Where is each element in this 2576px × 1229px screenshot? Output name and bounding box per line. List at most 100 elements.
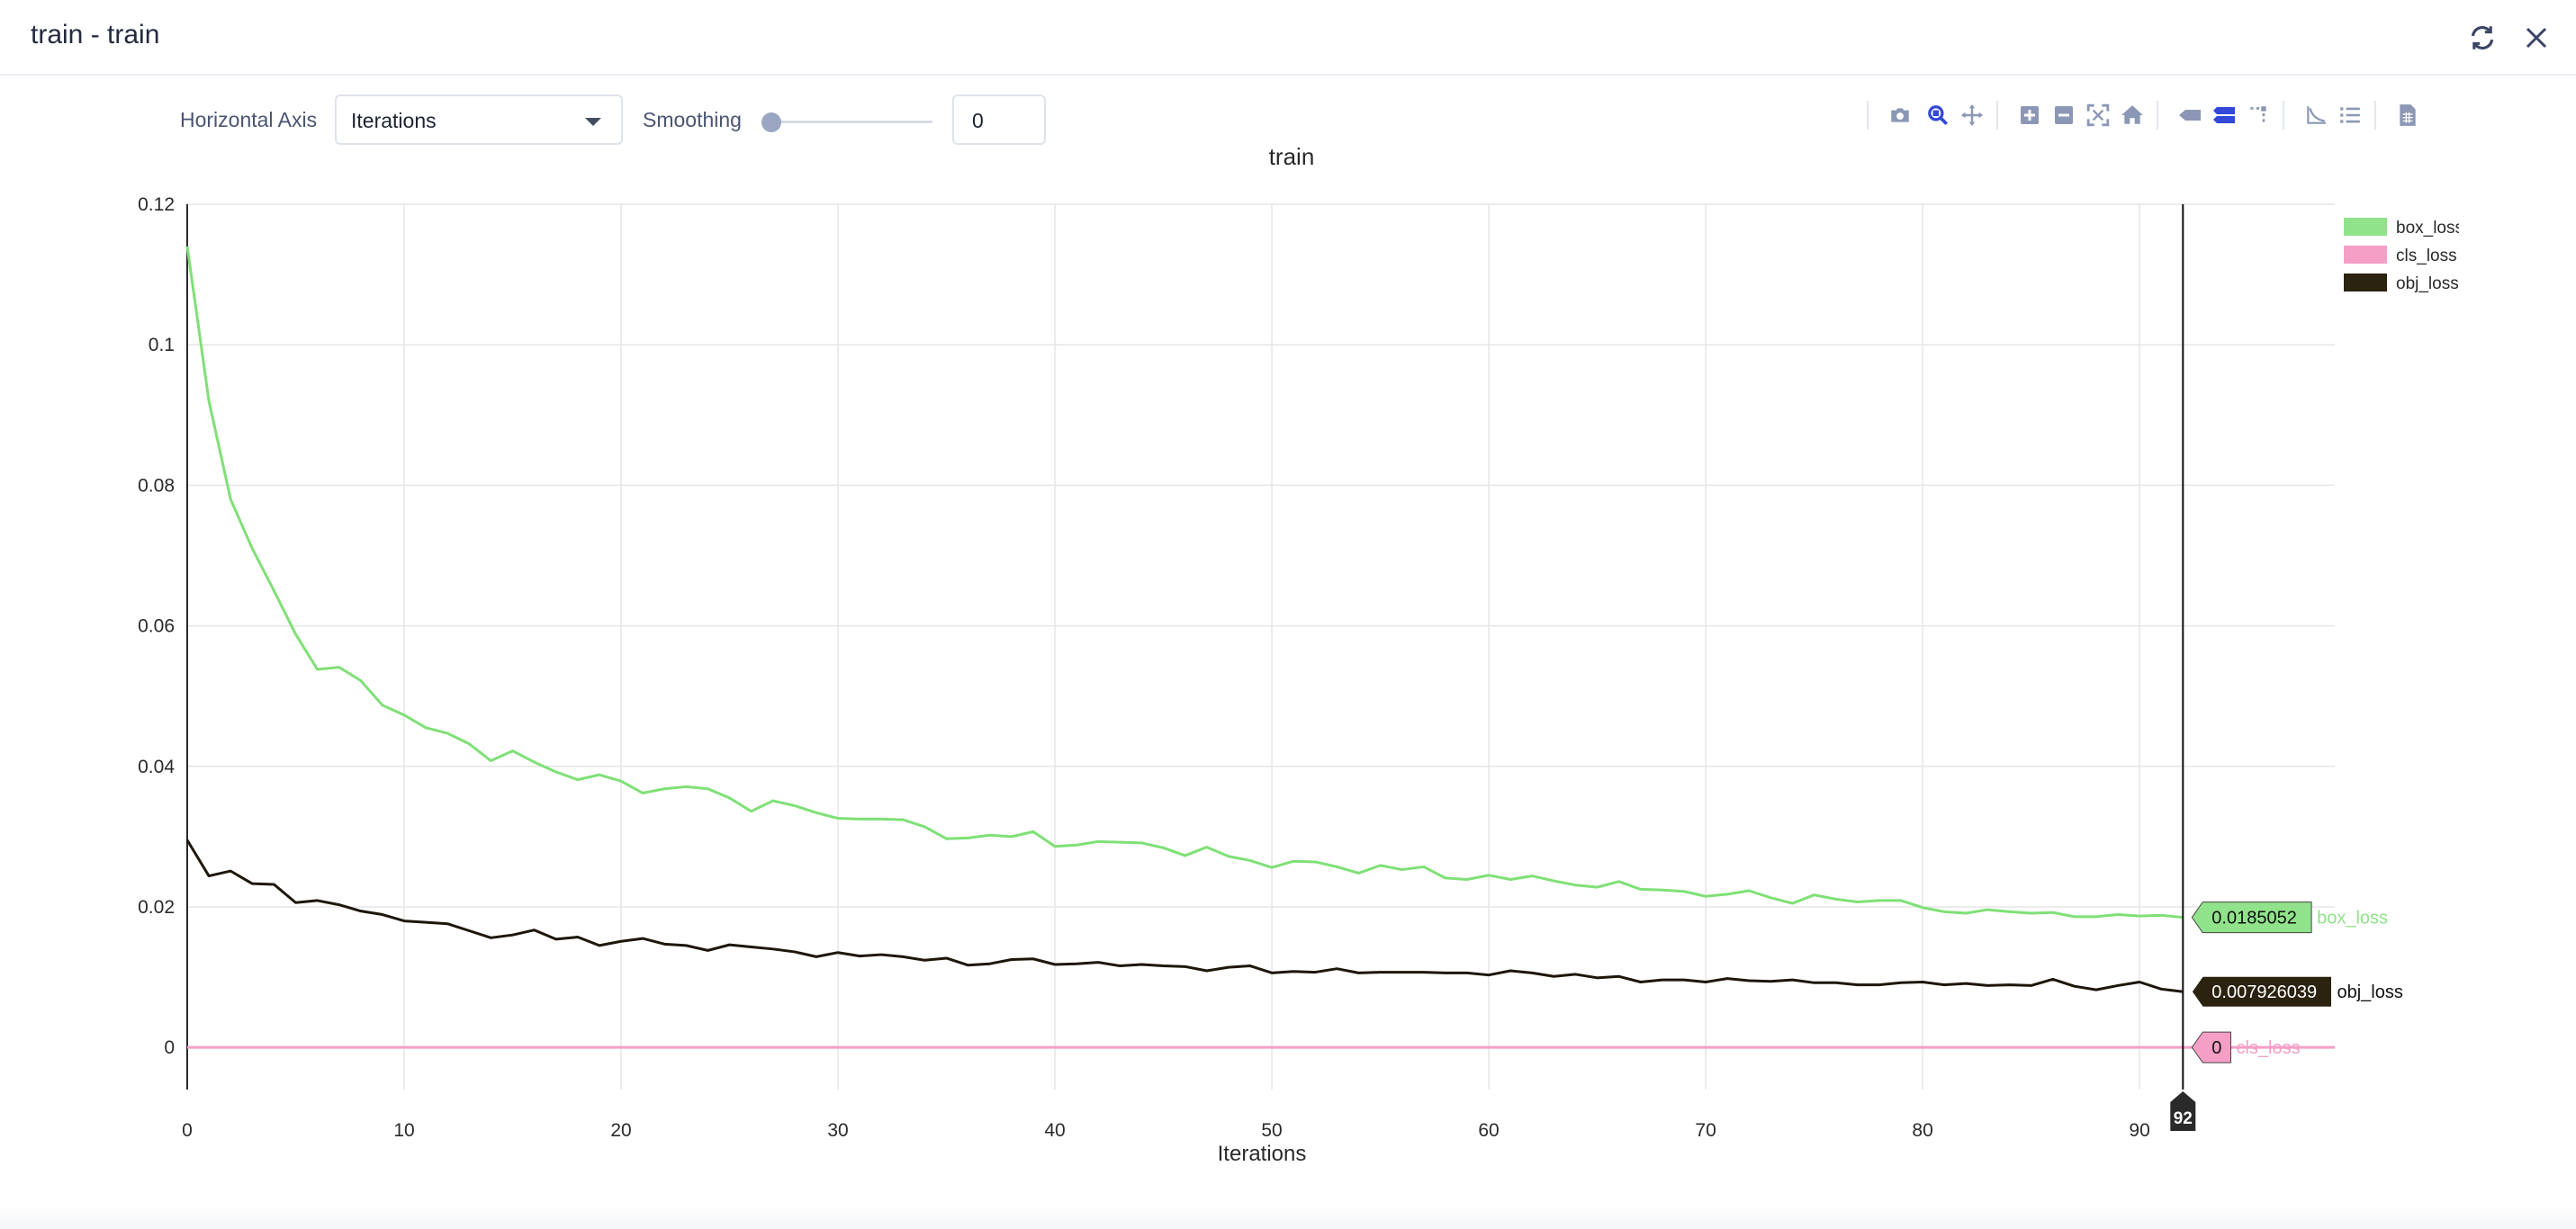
y-tick-label: 0.02	[138, 897, 175, 918]
x-tick-label: 80	[1912, 1120, 1932, 1141]
home-icon	[2121, 105, 2143, 124]
hover-x-label-box	[2170, 1091, 2196, 1131]
hover-compare-button[interactable]	[2207, 97, 2241, 133]
hover-label-name: obj_loss	[2337, 982, 2402, 1002]
window-header: train - train	[0, 0, 2576, 76]
spike-lines-icon	[2250, 106, 2266, 122]
chart-controls: Horizontal Axis Iterations Smoothing 0	[0, 90, 1170, 153]
pan-icon	[1961, 104, 1983, 126]
x-tick-label: 60	[1478, 1120, 1499, 1141]
x-tick-label: 40	[1044, 1120, 1065, 1141]
log-axis-icon	[2307, 106, 2326, 124]
x-axis-title: Iterations	[1218, 1142, 1307, 1166]
reset-axes-button[interactable]	[2115, 97, 2149, 133]
x-tick-label: 50	[1261, 1120, 1282, 1141]
hover-compare-icon	[2213, 107, 2235, 123]
hover-x-label-text: 92	[2174, 1109, 2193, 1128]
smoothing-slider-track[interactable]	[770, 121, 932, 123]
smoothing-value: 0	[972, 109, 984, 132]
zoom-out-icon	[2055, 106, 2073, 124]
x-tick-label: 70	[1695, 1120, 1716, 1141]
hover-label-box	[2191, 902, 2312, 934]
modebar-separator	[2157, 101, 2158, 130]
legend-swatch	[2344, 218, 2387, 236]
camera-icon	[1891, 108, 1909, 122]
hover-label-name: box_loss	[2317, 909, 2388, 928]
x-tick-label: 0	[182, 1120, 193, 1141]
hover-label-name: cls_loss	[2236, 1038, 2300, 1058]
hover-label-cls-loss: 0 cls_loss	[2191, 1031, 2301, 1063]
hover-closest-icon	[2179, 110, 2201, 121]
autoscale-button[interactable]	[2081, 97, 2115, 133]
zoom-out-button[interactable]	[2047, 97, 2081, 133]
export-csv-button[interactable]	[2391, 97, 2425, 133]
legend-item-obj-loss[interactable]: obj_loss	[2344, 274, 2459, 293]
bottom-edge	[0, 1206, 2576, 1229]
chevron-down-icon	[585, 118, 601, 126]
legend-item-box-loss[interactable]: box_loss	[2344, 218, 2463, 238]
y-tick-label: 0.06	[138, 616, 175, 637]
hover-label-box	[2191, 1031, 2231, 1063]
list-icon	[2340, 107, 2360, 123]
csv-file-icon	[2400, 104, 2416, 126]
chart-title: train	[1269, 143, 1315, 170]
legend[interactable]: box_loss cls_loss obj_loss	[2344, 218, 2463, 293]
legend-toggle-button[interactable]	[2333, 97, 2367, 133]
zoom-in-button[interactable]	[2013, 97, 2047, 133]
hover-closest-button[interactable]	[2173, 97, 2207, 133]
axes: 0 10 20 30 40 50 60 70 80 90 0 0.02 0.04 0.06 0.08 0.1 0…	[138, 194, 2150, 1141]
refresh-icon	[2471, 26, 2494, 49]
autoscale-icon	[2086, 103, 2110, 127]
x-tick-label: 30	[827, 1120, 848, 1141]
zoom-in-icon	[2021, 106, 2039, 124]
hover-x-label: 92	[2170, 1091, 2196, 1131]
series-lines	[185, 246, 2335, 1049]
smoothing-label: Smoothing	[643, 108, 742, 131]
x-tick-label: 10	[393, 1120, 414, 1141]
smoothing-slider-thumb[interactable]	[761, 112, 781, 132]
modebar-separator	[1996, 101, 1998, 130]
y-tick-label: 0.12	[138, 194, 175, 215]
download-plot-button[interactable]	[1883, 97, 1917, 133]
y-tick-label: 0.04	[138, 757, 175, 777]
legend-label: cls_loss	[2396, 247, 2457, 265]
hover-label-value: 0.0185052	[2211, 909, 2297, 928]
refresh-button[interactable]	[2461, 16, 2504, 59]
hover-layer: 92 0.0185052 box_loss 0.007926039 obj_loss 0 c…	[2170, 204, 2403, 1131]
window-title: train - train	[31, 20, 160, 49]
hover-label-box-loss: 0.0185052 box_loss	[2191, 902, 2388, 934]
modebar-separator	[1867, 101, 1869, 130]
y-tick-label: 0.08	[138, 475, 175, 496]
horizontal-axis-select[interactable]: Iterations	[335, 94, 623, 145]
legend-item-cls-loss[interactable]: cls_loss	[2344, 246, 2457, 265]
hover-label-value: 0	[2211, 1038, 2221, 1058]
zoom-icon	[1928, 105, 1949, 126]
log-scale-button[interactable]	[2299, 97, 2333, 133]
close-icon	[2526, 27, 2547, 49]
close-button[interactable]	[2515, 16, 2558, 59]
modebar-separator	[2283, 101, 2284, 130]
pan-button[interactable]	[1955, 97, 1989, 133]
gridlines	[187, 203, 2335, 1090]
x-tick-label: 90	[2129, 1120, 2149, 1141]
legend-swatch	[2344, 246, 2387, 264]
y-tick-label: 0.1	[149, 335, 175, 355]
hover-label-obj-loss: 0.007926039 obj_loss	[2191, 975, 2403, 1008]
modebar-separator	[2374, 101, 2376, 130]
smoothing-input[interactable]: 0	[952, 94, 1046, 145]
y-tick-label: 0	[164, 1037, 175, 1058]
hover-label-box	[2191, 975, 2332, 1008]
x-tick-label: 20	[610, 1120, 631, 1141]
series-line-box-loss	[185, 246, 2184, 920]
spike-lines-button[interactable]	[2241, 97, 2275, 133]
legend-label: obj_loss	[2396, 274, 2459, 293]
legend-swatch	[2344, 274, 2387, 292]
plot-modebar	[1863, 97, 2475, 133]
hover-label-value: 0.007926039	[2211, 982, 2317, 1002]
zoom-button[interactable]	[1921, 97, 1955, 133]
horizontal-axis-label: Horizontal Axis	[180, 108, 318, 131]
horizontal-axis-value: Iterations	[351, 109, 437, 132]
series-line-obj-loss	[185, 839, 2184, 993]
legend-label: box_loss	[2396, 219, 2463, 238]
